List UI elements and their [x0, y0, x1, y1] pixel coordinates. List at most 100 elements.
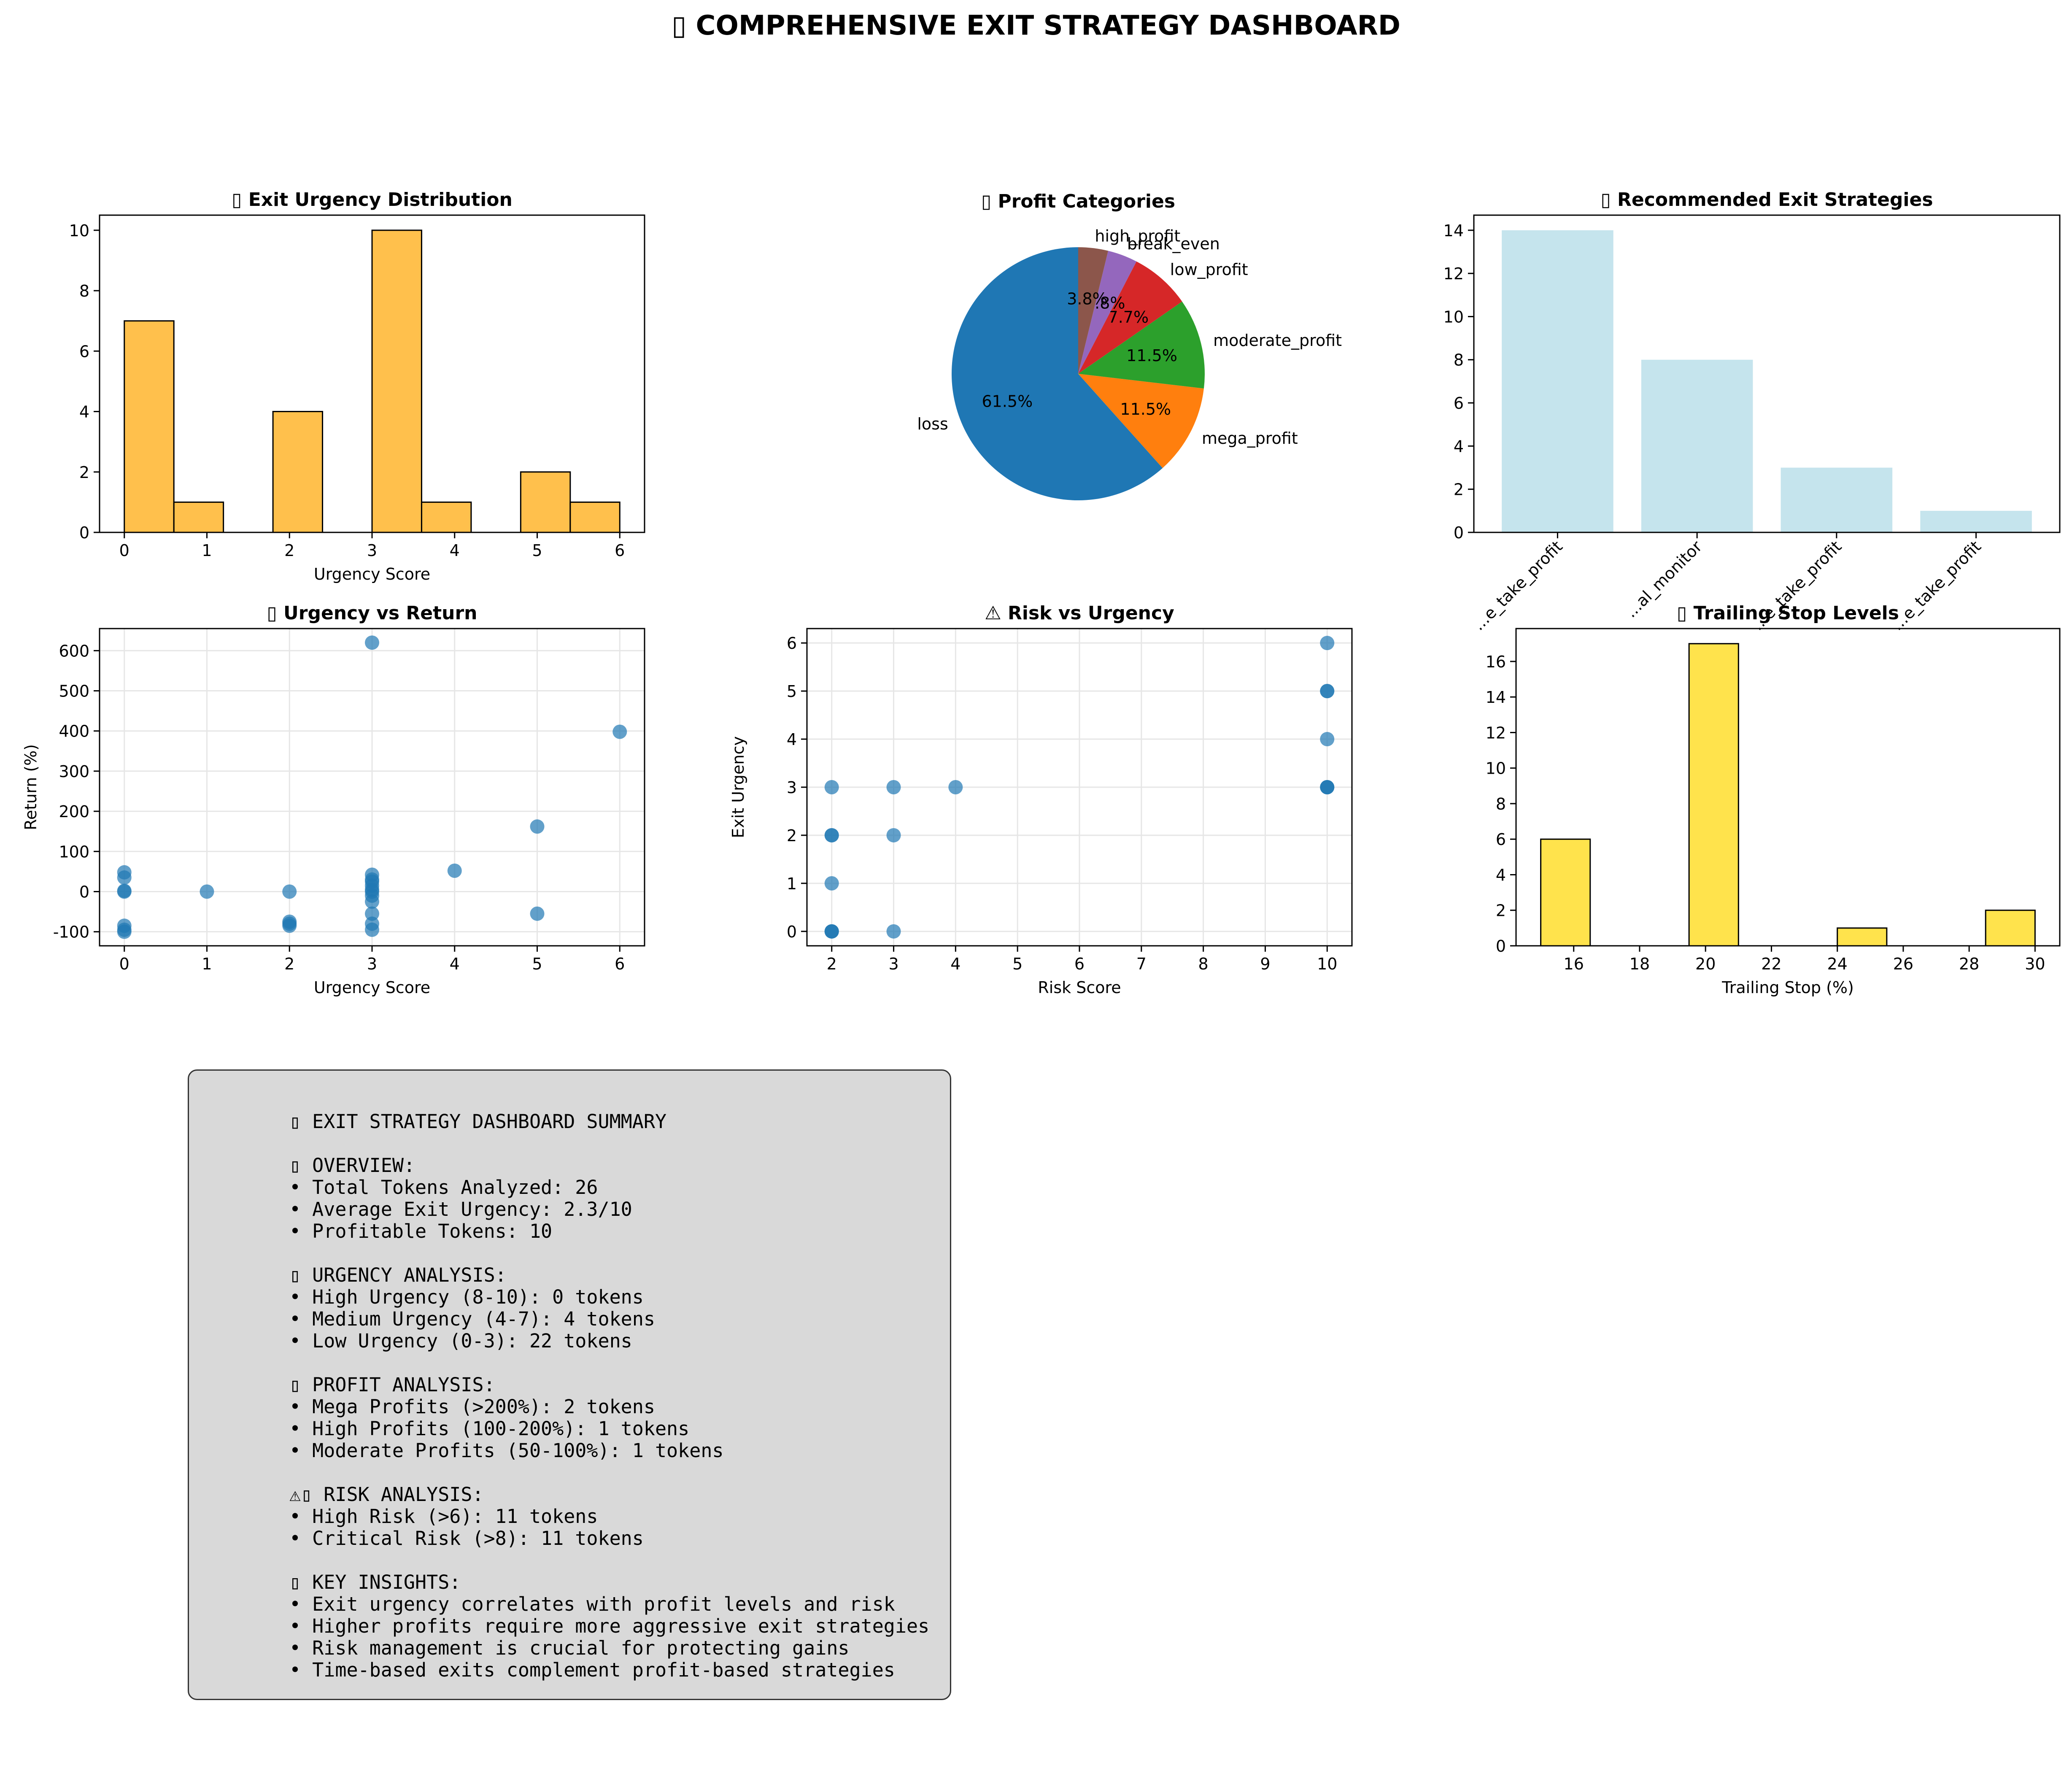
y-tick-label: 12: [1443, 265, 1464, 283]
y-tick-label: 2: [1454, 480, 1464, 499]
y-tick-label: 0: [1454, 524, 1464, 542]
y-tick-label: 6: [1454, 394, 1464, 413]
y-tick-label: 2: [79, 463, 89, 482]
pie-percent-label: 11.5%: [1120, 400, 1171, 418]
x-tick-label: 9: [1260, 955, 1270, 973]
pie-label: loss: [917, 415, 948, 433]
scatter-point: [824, 828, 839, 842]
x-tick-label: 26: [1893, 955, 1913, 973]
histogram-bar: [272, 411, 324, 533]
y-tick-label: 0: [787, 923, 797, 941]
y-tick-label: 4: [1454, 437, 1464, 456]
histogram-bar: [569, 501, 621, 533]
axes-frame: [1473, 214, 2061, 533]
strategy-category-label: ...e_take_profit: [1469, 537, 1566, 634]
y-tick-label: 12: [1486, 723, 1506, 742]
histogram-bar: [1688, 643, 1739, 947]
y-tick-label: 14: [1486, 688, 1506, 707]
y-axis-label: Exit Urgency: [729, 736, 747, 838]
strategy-bar: [1502, 230, 1613, 532]
x-axis-label: Urgency Score: [314, 565, 430, 583]
strategy-bar: [1781, 467, 1893, 532]
x-tick-label: 5: [532, 955, 542, 973]
pie-slice: [951, 247, 1163, 500]
scatter-point: [365, 894, 379, 909]
y-tick-label: 600: [59, 642, 89, 660]
y-tick-label: 16: [1486, 653, 1506, 671]
x-tick-label: 6: [615, 955, 625, 973]
x-tick-label: 2: [284, 541, 294, 560]
y-tick-label: 6: [1496, 830, 1506, 849]
scatter-point: [530, 819, 545, 834]
y-tick-label: 6: [787, 634, 797, 653]
scatter-point: [365, 906, 379, 921]
histogram-bar: [520, 471, 571, 533]
pie-slice: [1078, 261, 1182, 374]
y-tick-label: 400: [59, 722, 89, 741]
scatter-point: [365, 922, 379, 937]
x-tick-label: 5: [1012, 955, 1023, 973]
y-tick-label: 0: [79, 524, 89, 542]
histogram-bar: [1837, 927, 1888, 947]
pie-label: mega_profit: [1202, 429, 1298, 448]
histogram-bar: [124, 320, 175, 533]
histogram-bar: [173, 501, 224, 533]
x-axis-label: Risk Score: [1038, 978, 1121, 997]
x-tick-label: 3: [367, 541, 377, 560]
chart-title: ▯ Urgency vs Return: [267, 602, 478, 624]
x-tick-label: 0: [119, 541, 130, 560]
y-tick-label: 4: [787, 730, 797, 749]
chart-title: ▯ Recommended Exit Strategies: [1600, 189, 1933, 211]
scatter-point: [365, 884, 379, 899]
y-tick-label: 5: [787, 682, 797, 701]
y-tick-label: 8: [1496, 795, 1506, 813]
scatter-point: [1320, 732, 1335, 747]
pie-label: moderate_profit: [1213, 331, 1342, 350]
scatter-point: [612, 724, 627, 739]
x-tick-label: 1: [202, 955, 212, 973]
scatter-point: [200, 884, 214, 899]
scatter-point: [530, 906, 545, 921]
urgency_hist-axes: 0 1 2 3 4 5 6 0 2 4 6 8 10 ▯ Exit Urgency Distributio…: [69, 189, 645, 583]
x-tick-label: 4: [950, 955, 960, 973]
x-tick-label: 16: [1564, 955, 1584, 973]
scatter-point: [824, 924, 839, 939]
histogram-bar: [1985, 910, 2036, 947]
scatter-point: [117, 924, 132, 939]
pie-slice: [1078, 301, 1205, 389]
chart-title: ▯ Profit Categories: [981, 191, 1175, 212]
axes-frame: [1515, 628, 2061, 947]
y-tick-label: 300: [59, 762, 89, 781]
dashboard-title: ▯ COMPREHENSIVE EXIT STRATEGY DASHBOARD: [672, 10, 1400, 41]
x-tick-label: 0: [119, 955, 130, 973]
chart-title: ⚠ Risk vs Urgency: [985, 602, 1174, 624]
y-tick-label: 0: [1496, 937, 1506, 956]
x-axis-label: Trailing Stop (%): [1721, 978, 1854, 997]
y-tick-label: 10: [1486, 759, 1506, 778]
y-tick-label: 4: [79, 403, 89, 421]
x-tick-label: 2: [284, 955, 294, 973]
x-tick-label: 4: [450, 541, 460, 560]
scatter-point: [117, 883, 132, 898]
y-tick-label: 500: [59, 682, 89, 701]
histogram-bar: [371, 229, 422, 533]
x-tick-label: 24: [1827, 955, 1848, 973]
x-tick-label: 18: [1630, 955, 1650, 973]
strategy-bar: [1641, 359, 1753, 532]
x-tick-label: 4: [450, 955, 460, 973]
x-tick-label: 20: [1695, 955, 1716, 973]
scatter-point: [365, 635, 379, 650]
summary-text: ▯ EXIT STRATEGY DASHBOARD SUMMARY ▯ OVER…: [289, 1110, 930, 1681]
scatter-point: [117, 870, 132, 885]
y-tick-label: 2: [1496, 902, 1506, 920]
histogram-bar: [421, 501, 472, 533]
scatter-point: [1320, 636, 1335, 651]
y-tick-label: 6: [79, 342, 89, 361]
summary-box: ▯ EXIT STRATEGY DASHBOARD SUMMARY ▯ OVER…: [188, 1069, 951, 1700]
y-tick-label: 100: [59, 842, 89, 861]
scatter-point: [447, 863, 462, 878]
strategy-bar: [1920, 510, 2032, 532]
y-tick-label: 200: [59, 802, 89, 821]
urgency_return-axes: 0 1 2 3 4 5 6 -100 0 100 200 300 400 500 600 ▯ Urgency …: [22, 602, 645, 997]
x-tick-label: 10: [1317, 955, 1337, 973]
